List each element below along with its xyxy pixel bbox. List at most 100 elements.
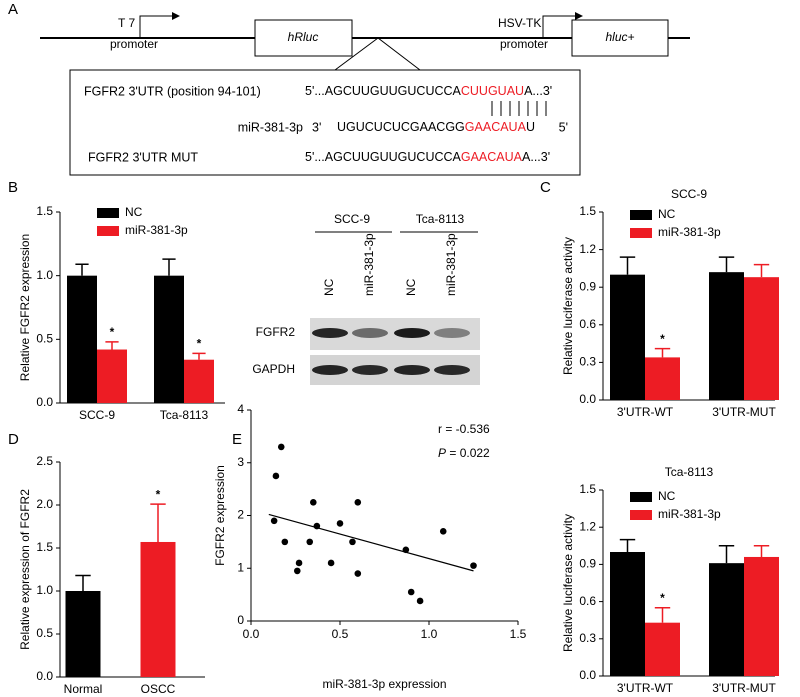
seq-tail: U bbox=[526, 120, 535, 134]
promoter-arrow bbox=[139, 15, 172, 38]
blot-band bbox=[312, 365, 348, 375]
blot-band bbox=[312, 328, 348, 338]
x-tick-label: 1.0 bbox=[421, 627, 438, 641]
blot-band bbox=[352, 328, 388, 338]
sequence-label: FGFR2 3'UTR MUT bbox=[88, 150, 198, 164]
bar bbox=[709, 563, 744, 676]
significance-mark: * bbox=[660, 591, 665, 605]
bar bbox=[184, 359, 214, 403]
seq: UGUCUCUCGAACGG bbox=[337, 120, 465, 134]
x-tick-label: SCC-9 bbox=[79, 408, 115, 422]
error-bar bbox=[75, 574, 91, 591]
y-tick-label: 2.0 bbox=[36, 497, 53, 511]
significance-mark: * bbox=[110, 325, 115, 339]
promoter-name: HSV-TK bbox=[498, 16, 541, 30]
error-bar bbox=[654, 347, 671, 358]
panel-label: A bbox=[8, 1, 18, 18]
promoter-text: promoter bbox=[110, 37, 158, 51]
bar bbox=[645, 622, 680, 676]
error-bar bbox=[753, 545, 770, 557]
error-bar bbox=[619, 538, 636, 552]
blot-row-label: FGFR2 bbox=[256, 325, 296, 339]
x-tick-label: 3'UTR-WT bbox=[617, 405, 674, 419]
y-tick-label: 0.0 bbox=[579, 392, 596, 406]
point bbox=[336, 520, 344, 527]
panel-label: C bbox=[540, 179, 551, 196]
blot-group: SCC-9 bbox=[334, 212, 370, 226]
y-tick-label: 1.5 bbox=[579, 204, 596, 218]
point bbox=[277, 443, 285, 451]
trend-line bbox=[268, 513, 474, 572]
x-tick-label: 3'UTR-MUT bbox=[712, 681, 776, 695]
x-tick-label: 1.5 bbox=[510, 627, 527, 641]
point bbox=[416, 597, 424, 605]
x-tick-label: Tca-8113 bbox=[160, 408, 209, 422]
point bbox=[272, 472, 280, 480]
significance-mark: * bbox=[660, 332, 665, 346]
annotation: P = 0.022 bbox=[438, 446, 490, 460]
bar bbox=[709, 272, 744, 400]
significance-mark: * bbox=[156, 487, 161, 501]
seq-end: 3' bbox=[312, 120, 321, 134]
annotation-text: = 0.022 bbox=[446, 446, 490, 460]
point bbox=[470, 562, 477, 569]
y-tick-label: 2 bbox=[237, 508, 244, 522]
bar bbox=[140, 541, 176, 677]
lane-label: miR-381-3p bbox=[362, 233, 376, 296]
seq-tail: A...3' bbox=[522, 150, 550, 164]
panel-label: D bbox=[8, 431, 19, 448]
y-axis-label: Relative luciferase activity bbox=[561, 237, 575, 375]
lane-label: miR-381-3p bbox=[444, 233, 458, 296]
bar bbox=[154, 275, 184, 403]
seq-tail: A...3' bbox=[524, 84, 552, 98]
y-tick-label: 1.5 bbox=[579, 482, 596, 496]
y-tick-label: 0.3 bbox=[579, 631, 596, 645]
point bbox=[327, 559, 335, 567]
chart-title: Tca-8113 bbox=[665, 465, 714, 479]
sequence: 5'...AGCUUGUUGUCUCCAGAACAUAA...3' bbox=[305, 150, 550, 164]
chart-title: SCC-9 bbox=[671, 187, 707, 201]
y-tick-label: 0.0 bbox=[36, 395, 53, 409]
gene-box bbox=[254, 19, 353, 57]
blot-band bbox=[434, 365, 470, 375]
error-bar bbox=[718, 545, 735, 564]
legend-label: miR-381-3p bbox=[658, 507, 721, 521]
legend-swatch bbox=[630, 228, 652, 238]
seq-end: 5' bbox=[559, 120, 568, 134]
construct-diagram: T 7 promoter HSV-TK promoter hRluc hluc+… bbox=[40, 12, 690, 176]
y-axis-label: Relative FGFR2 expression bbox=[18, 234, 32, 381]
point bbox=[349, 538, 356, 546]
y-tick-label: 4 bbox=[237, 402, 244, 416]
seed-site: GAACAUA bbox=[465, 120, 527, 134]
y-tick-label: 0.0 bbox=[579, 668, 596, 682]
zoom-lines bbox=[334, 37, 421, 71]
lane-label: NC bbox=[322, 278, 336, 296]
point bbox=[310, 499, 317, 506]
pairing-lines bbox=[491, 101, 547, 116]
point bbox=[293, 567, 301, 575]
y-axis-label: Relative expression of FGFR2 bbox=[18, 489, 32, 650]
blot-band bbox=[352, 365, 388, 375]
point bbox=[407, 588, 415, 596]
y-tick-label: 0.5 bbox=[36, 332, 53, 346]
blot-band bbox=[434, 328, 470, 338]
legend-label: NC bbox=[658, 489, 676, 503]
y-tick-label: 0.5 bbox=[36, 626, 53, 640]
western-blot: SCC-9 Tca-8113 FGFR2 GAPDH NC miR-381-3p N… bbox=[252, 212, 480, 385]
arrowhead bbox=[172, 12, 180, 20]
y-tick-label: 0.6 bbox=[579, 594, 596, 608]
sequence: 5'...AGCUUGUUGUCUCCACUUGUAUA...3' bbox=[305, 84, 552, 98]
y-tick-label: 1.0 bbox=[36, 583, 53, 597]
point bbox=[354, 499, 362, 506]
legend-swatch bbox=[97, 226, 119, 236]
error-bar bbox=[654, 607, 671, 623]
error-bar bbox=[150, 503, 166, 542]
x-tick-label: 3'UTR-WT bbox=[617, 681, 674, 695]
bar bbox=[97, 349, 127, 403]
promoter-arrow bbox=[542, 15, 575, 38]
bar bbox=[67, 275, 97, 403]
legend-swatch bbox=[630, 510, 652, 520]
x-tick-label: 0.5 bbox=[332, 627, 349, 641]
x-axis-label: miR-381-3p expression bbox=[322, 677, 446, 691]
